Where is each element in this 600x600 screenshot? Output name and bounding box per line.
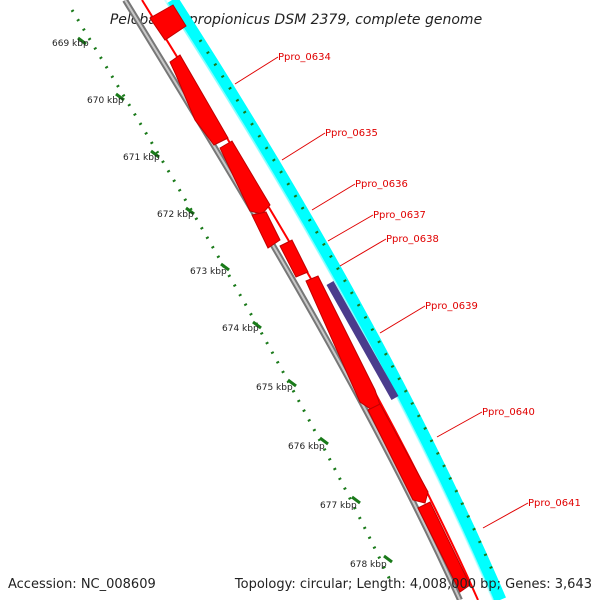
tick-mark	[220, 262, 230, 272]
genome-summary-text: Topology: circular; Length: 4,008,000 bp…	[234, 577, 592, 592]
tick-mark	[252, 320, 262, 330]
tick-mark	[115, 92, 125, 102]
forward-strand-cds	[166, 0, 506, 600]
label-leader-line	[436, 411, 483, 438]
tick-label: 670 kbp	[87, 96, 124, 106]
tick-label: 669 kbp	[52, 39, 89, 49]
label-leader-line	[482, 502, 529, 529]
backbone-line	[122, 0, 463, 600]
label-leader-line	[311, 183, 356, 211]
tick-label: 674 kbp	[222, 324, 259, 334]
reverse-cds-blocks	[149, 4, 471, 593]
cds-arrow[interactable]	[169, 54, 229, 146]
position-ticks: 669 kbp 670 kbp 671 kbp 672 kbp 673 kbp 674 k…	[52, 36, 393, 570]
tick-label: 677 kbp	[320, 501, 357, 511]
gene-label[interactable]: Ppro_0639	[425, 301, 478, 312]
tick-dotted-line	[70, 9, 392, 581]
gene-label[interactable]: Ppro_0637	[373, 210, 426, 221]
cds-arrow[interactable]	[417, 501, 471, 593]
gene-label[interactable]: Ppro_0640	[482, 407, 535, 418]
tick-label: 673 kbp	[190, 267, 227, 277]
gene-label[interactable]: Ppro_0635	[325, 128, 378, 139]
tick-mark	[351, 495, 361, 505]
gene-label[interactable]: Ppro_0634	[278, 52, 331, 63]
tick-label: 671 kbp	[123, 153, 160, 163]
map-title: Pelobacter propionicus DSM 2379, complet…	[110, 12, 482, 28]
tick-mark	[287, 378, 297, 388]
gene-label[interactable]: Ppro_0638	[386, 234, 439, 245]
label-leader-line	[379, 305, 426, 334]
label-leader-line	[339, 238, 387, 267]
gene-labels: Ppro_0634 Ppro_0635 Ppro_0636 Ppro_0637 Ppro…	[234, 52, 581, 529]
tick-mark	[150, 149, 160, 159]
label-leader-line	[281, 132, 326, 161]
tick-label: 678 kbp	[350, 560, 387, 570]
tick-label: 676 kbp	[288, 442, 325, 452]
cds-arrow[interactable]	[149, 4, 187, 41]
cds-arrow[interactable]	[219, 140, 271, 215]
tick-label: 675 kbp	[256, 383, 293, 393]
tick-label: 672 kbp	[157, 210, 194, 220]
tick-mark	[319, 436, 329, 446]
label-leader-line	[234, 56, 279, 85]
tick-mark	[185, 206, 195, 216]
tracks	[70, 0, 506, 600]
cds-arrow[interactable]	[279, 239, 309, 278]
accession-text: Accession: NC_008609	[8, 577, 156, 592]
tick-mark	[383, 554, 393, 564]
gene-label[interactable]: Ppro_0636	[355, 179, 408, 190]
label-leader-line	[327, 214, 374, 242]
gene-label[interactable]: Ppro_0641	[528, 498, 581, 509]
rna-feature	[326, 281, 399, 400]
tick-mark	[77, 36, 87, 46]
cds-arrow[interactable]	[251, 211, 281, 249]
cds-arrow[interactable]	[367, 403, 429, 504]
